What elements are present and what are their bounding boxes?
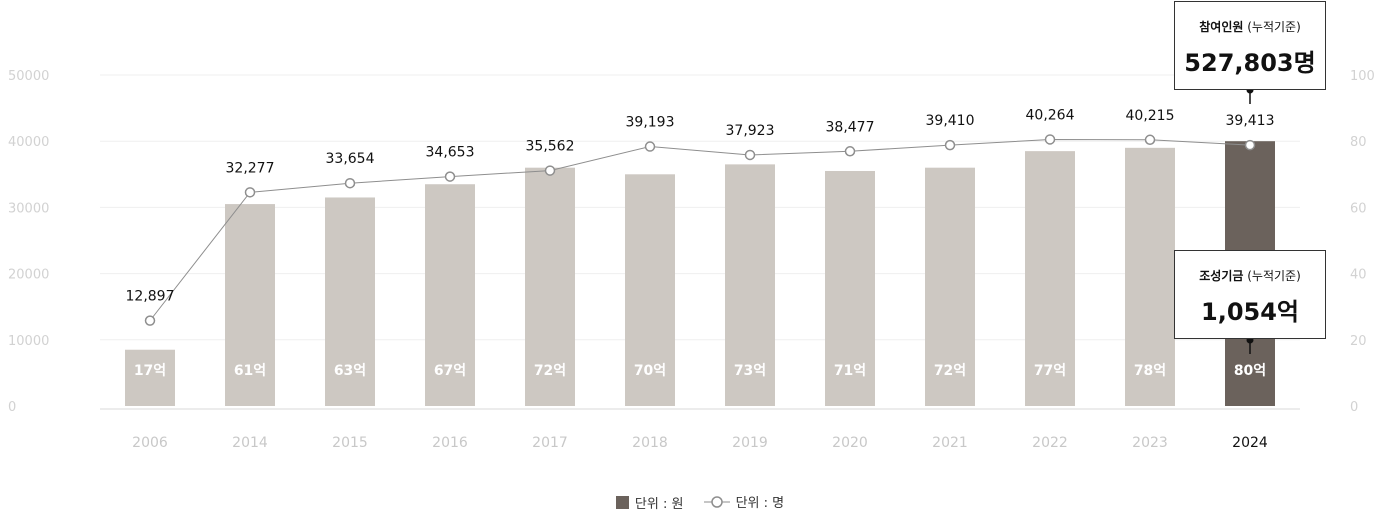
line-value-label: 35,562 [526, 139, 575, 155]
y-left-tick-label: 0 [8, 400, 16, 415]
line-point [1044, 134, 1056, 145]
y-left-tick-label: 30000 [8, 201, 49, 216]
participants-title-note: (누적기준) [1243, 20, 1301, 34]
line-point [544, 165, 556, 176]
legend-line-label: 단위 : 명 [735, 496, 785, 511]
bar-value-label: 63억 [334, 363, 366, 379]
legend: 단위 : 원 단위 : 명 [0, 492, 1400, 513]
line-point [744, 149, 756, 161]
x-tick-label: 2014 [232, 435, 268, 451]
x-tick-label: 2015 [332, 435, 368, 451]
y-right-tick-label: 40 [1350, 268, 1367, 283]
y-left-tick-label: 50000 [8, 69, 49, 84]
legend-bar-swatch [615, 495, 629, 509]
line-point [344, 177, 356, 189]
line-value-label: 38,477 [826, 119, 875, 135]
y-right-tick-label: 100 [1350, 69, 1375, 84]
line-value-label: 39,413 [1226, 113, 1275, 129]
bar-value-label: 72억 [534, 363, 566, 379]
legend-line-item: 단위 : 명 [703, 492, 785, 511]
bar-value-label: 78억 [1134, 363, 1166, 379]
x-tick-label: 2023 [1132, 435, 1168, 451]
bar [225, 204, 275, 406]
x-tick-label: 2022 [1032, 435, 1068, 451]
line-point [144, 315, 156, 326]
line-value-label: 32,277 [226, 160, 275, 176]
bar-value-label: 17억 [134, 363, 166, 379]
bar [425, 184, 475, 406]
y-right-tick-label: 60 [1350, 201, 1367, 216]
bar-value-label: 61억 [234, 363, 266, 379]
line-point [944, 139, 956, 151]
x-tick-label: 2020 [832, 435, 868, 451]
line-point [1144, 134, 1156, 146]
x-tick-label: 2017 [532, 435, 568, 451]
line-point [244, 187, 256, 198]
line-value-label: 37,923 [726, 123, 775, 139]
fund-title: 조성기금 [1199, 269, 1244, 283]
line-point [844, 146, 856, 157]
x-tick-label: 2016 [432, 435, 468, 451]
line-point [1244, 139, 1256, 151]
bar-value-label: 67억 [434, 363, 466, 379]
y-left-tick-label: 10000 [8, 334, 49, 349]
fund-value: 1,054억 [1201, 298, 1299, 326]
participants-value: 527,803명 [1184, 49, 1316, 77]
legend-line-marker-icon [703, 495, 730, 508]
bar-value-label: 80억 [1234, 363, 1266, 379]
participants-callout: 참여인원 (누적기준) 527,803명 [1174, 1, 1326, 90]
line-series [149, 138, 1251, 321]
bar [125, 349, 175, 406]
fund-callout: 조성기금 (누적기준) 1,054억 [1174, 250, 1326, 339]
y-right-tick-label: 80 [1350, 135, 1367, 150]
bar [725, 164, 775, 406]
line-value-label: 40,215 [1126, 108, 1175, 124]
x-tick-label: 2019 [732, 435, 768, 451]
bar [1025, 151, 1075, 406]
bar [825, 170, 875, 406]
bar [525, 167, 575, 406]
x-tick-label: 2021 [932, 435, 968, 451]
line-point [444, 171, 456, 182]
legend-bar-item: 단위 : 원 [615, 493, 684, 512]
line-value-label: 12,897 [126, 289, 175, 305]
line-value-label: 33,654 [326, 151, 375, 167]
fund-title-note: (누적기준) [1243, 269, 1301, 283]
x-tick-label: 2024 [1232, 435, 1268, 451]
y-left-tick-label: 20000 [8, 268, 49, 283]
y-right-tick-label: 0 [1350, 400, 1358, 415]
bar-value-label: 73억 [734, 363, 766, 379]
bar-value-label: 70억 [634, 363, 666, 379]
legend-bar-label: 단위 : 원 [634, 496, 684, 512]
x-tick-label: 2018 [632, 435, 668, 451]
participants-title: 참여인원 [1199, 20, 1244, 34]
line-value-label: 39,193 [626, 115, 675, 131]
line-value-label: 40,264 [1026, 107, 1075, 123]
bar-value-label: 72억 [934, 363, 966, 379]
bar [325, 197, 375, 406]
line-point [644, 141, 656, 152]
y-right-tick-label: 20 [1350, 334, 1367, 349]
bar [925, 167, 975, 406]
line-value-label: 34,653 [426, 145, 475, 161]
line-value-label: 39,410 [926, 113, 975, 129]
bar [1125, 147, 1175, 406]
bar [625, 174, 675, 406]
bar-value-label: 71억 [834, 363, 866, 379]
x-tick-label: 2006 [132, 435, 168, 451]
bar-value-label: 77억 [1034, 363, 1066, 379]
y-left-tick-label: 40000 [8, 135, 49, 150]
